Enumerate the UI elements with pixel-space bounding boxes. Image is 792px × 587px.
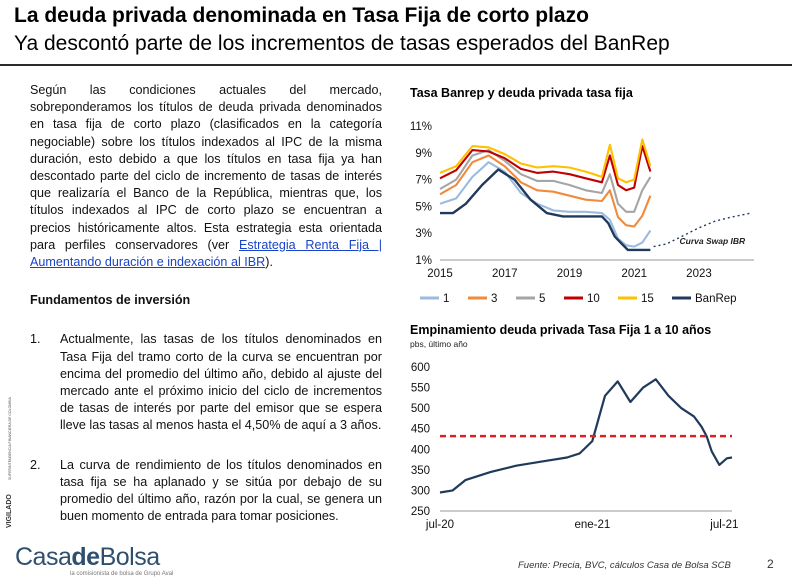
source-note: Fuente: Precia, BVC, cálculos Casa de Bo… — [518, 560, 731, 571]
x-tick-label: 2017 — [492, 268, 518, 280]
series-line-10 — [439, 145, 652, 192]
series-line-15 — [439, 138, 652, 184]
logo-part-2: de — [71, 543, 100, 571]
vigilado-small: SUPERINTENDENCIA FINANCIERA DE COLOMBIA — [8, 396, 12, 480]
series-line-banrep — [440, 168, 651, 252]
intro-end: ). — [265, 255, 273, 270]
legend-label: 1 — [443, 293, 449, 305]
y-tick-label: 300 — [411, 485, 430, 497]
x-tick-label: jul-21 — [709, 519, 738, 531]
banrep-rates-chart: Tasa Banrep y deuda privada tasa fija 1% 3… — [410, 86, 754, 305]
y-tick-label: 3% — [415, 228, 432, 240]
legend-label: 10 — [587, 293, 600, 305]
vigilado-stamp: VIGILADO SUPERINTENDENCIA FINANCIERA DE … — [6, 396, 13, 528]
y-tick-label: 450 — [411, 424, 430, 436]
y-tick-label: 500 — [411, 403, 430, 415]
x-tick-label: 2023 — [686, 268, 712, 280]
y-tick-label: 350 — [411, 465, 430, 477]
y-tick-label: 550 — [411, 383, 430, 395]
title-divider — [0, 64, 792, 66]
series-line-3 — [439, 154, 652, 228]
intro-text: Según las condiciones actuales del merca… — [30, 83, 382, 252]
vigilado-label: VIGILADO — [6, 494, 13, 528]
item-number: 1. — [30, 332, 41, 347]
steepening-line — [439, 378, 733, 494]
numbered-item: 2. La curva de rendimiento de los título… — [30, 457, 382, 533]
y-tick-label: 11% — [410, 121, 432, 133]
y-tick-label: 400 — [411, 444, 430, 456]
x-tick-label: 2015 — [427, 268, 453, 280]
chart-unit: pbs, último año — [410, 339, 468, 349]
x-tick-label: jul-20 — [425, 519, 454, 531]
page-number: 2 — [767, 557, 774, 571]
series-line-1 — [439, 161, 652, 248]
chart-title: Tasa Banrep y deuda privada tasa fija — [410, 86, 634, 100]
slide-title: La deuda privada denominada en Tasa Fija… — [14, 4, 589, 27]
legend-label: BanRep — [695, 293, 737, 305]
casa-de-bolsa-logo: CasadeBolsa la comisionista de bolsa de … — [15, 544, 175, 584]
y-tick-label: 250 — [411, 506, 430, 518]
chart-title: Empinamiento deuda privada Tasa Fija 1 a… — [410, 323, 711, 337]
left-column: Según las condiciones actuales del merca… — [30, 82, 382, 533]
intro-paragraph: Según las condiciones actuales del merca… — [30, 82, 382, 271]
numbered-item: 1. Actualmente, las tasas de los títulos… — [30, 331, 382, 434]
item-text: Actualmente, las tasas de los títulos de… — [60, 332, 382, 433]
x-tick-label: ene-21 — [574, 519, 610, 531]
swap-curve-label: Curva Swap IBR — [680, 236, 747, 246]
slide-subtitle: Ya descontó parte de los incrementos de … — [14, 32, 670, 55]
steepening-chart: Empinamiento deuda privada Tasa Fija 1 a… — [410, 323, 738, 531]
legend-label: 15 — [641, 293, 654, 305]
x-tick-label: 2019 — [557, 268, 583, 280]
logo-tagline: la comisionista de bolsa de Grupo Aval — [70, 571, 174, 577]
y-tick-label: 1% — [415, 255, 432, 267]
item-number: 2. — [30, 457, 41, 472]
y-tick-label: 600 — [411, 362, 430, 374]
logo-part-3: Bolsa — [99, 543, 161, 571]
x-tick-label: 2021 — [621, 268, 647, 280]
section-title: Fundamentos de inversión — [30, 293, 191, 308]
item-text: La curva de rendimiento de los títulos d… — [60, 457, 382, 524]
logo-part-1: Casa — [15, 543, 72, 571]
series-line-5 — [439, 149, 652, 213]
legend-label: 3 — [491, 293, 497, 305]
legend-label: 5 — [539, 293, 545, 305]
y-tick-label: 9% — [415, 148, 432, 160]
y-tick-label: 7% — [415, 175, 432, 187]
y-tick-label: 5% — [415, 201, 432, 213]
strategy-link[interactable]: Estrategia Renta Fija | Aumentando durac… — [30, 237, 382, 270]
